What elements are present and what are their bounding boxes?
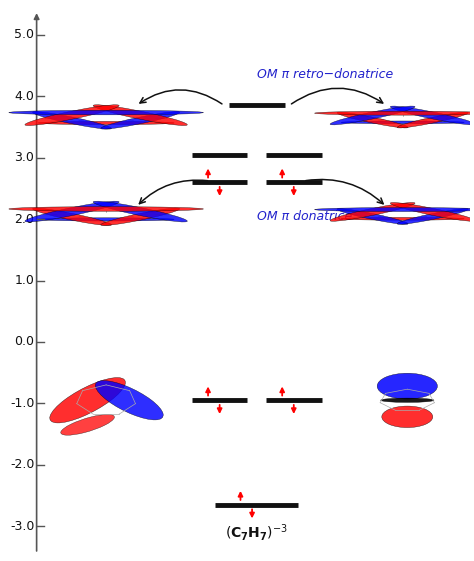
Ellipse shape <box>33 208 111 226</box>
Ellipse shape <box>9 111 203 115</box>
Ellipse shape <box>377 373 438 399</box>
Ellipse shape <box>9 206 203 211</box>
Text: 3.0: 3.0 <box>14 151 34 164</box>
Text: OM π retro−donatrice: OM π retro−donatrice <box>257 68 393 81</box>
Ellipse shape <box>95 380 163 420</box>
Ellipse shape <box>390 106 474 125</box>
Ellipse shape <box>61 415 114 435</box>
Ellipse shape <box>381 398 434 402</box>
Text: -1.0: -1.0 <box>10 397 34 410</box>
Ellipse shape <box>330 106 415 125</box>
Ellipse shape <box>93 105 187 126</box>
Ellipse shape <box>382 406 433 427</box>
Ellipse shape <box>38 121 174 125</box>
Ellipse shape <box>25 105 119 126</box>
Text: -3.0: -3.0 <box>10 519 34 532</box>
Ellipse shape <box>397 112 468 128</box>
Ellipse shape <box>50 378 126 423</box>
Ellipse shape <box>315 111 474 115</box>
Ellipse shape <box>38 218 174 221</box>
Text: $(\mathbf{C_7H_7})^{-3}$: $(\mathbf{C_7H_7})^{-3}$ <box>225 522 288 543</box>
Ellipse shape <box>25 201 119 222</box>
Text: 0.0: 0.0 <box>14 335 34 348</box>
Ellipse shape <box>397 209 468 224</box>
Ellipse shape <box>33 112 111 129</box>
Ellipse shape <box>341 121 464 124</box>
Ellipse shape <box>101 208 180 226</box>
Ellipse shape <box>330 203 415 221</box>
Ellipse shape <box>337 209 408 224</box>
Text: 5.0: 5.0 <box>14 29 34 42</box>
Text: 2.0: 2.0 <box>14 213 34 226</box>
Text: OM π donatrice: OM π donatrice <box>257 209 352 223</box>
Ellipse shape <box>341 218 464 220</box>
Text: -2.0: -2.0 <box>10 458 34 471</box>
Ellipse shape <box>390 203 474 221</box>
Ellipse shape <box>101 112 180 129</box>
Text: 4.0: 4.0 <box>14 90 34 103</box>
Text: 1.0: 1.0 <box>14 274 34 287</box>
Ellipse shape <box>337 112 408 128</box>
Ellipse shape <box>315 208 474 211</box>
Ellipse shape <box>93 201 187 222</box>
